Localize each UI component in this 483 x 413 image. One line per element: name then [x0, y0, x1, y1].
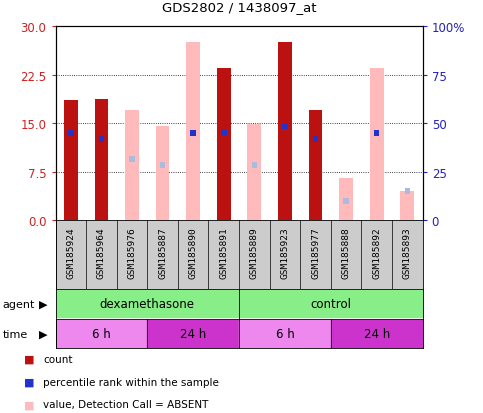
- Text: 24 h: 24 h: [180, 327, 206, 340]
- Text: GSM185888: GSM185888: [341, 226, 351, 278]
- Text: time: time: [2, 329, 28, 339]
- Bar: [160, 163, 165, 169]
- Text: ▶: ▶: [39, 299, 48, 309]
- Text: GSM185891: GSM185891: [219, 226, 228, 278]
- Text: GSM185890: GSM185890: [189, 226, 198, 278]
- Text: dexamethasone: dexamethasone: [100, 297, 195, 311]
- Text: GSM185964: GSM185964: [97, 226, 106, 278]
- Bar: [125, 111, 139, 221]
- Text: GSM185924: GSM185924: [66, 226, 75, 278]
- Bar: [156, 127, 170, 221]
- Bar: [129, 157, 135, 162]
- Bar: [278, 43, 292, 221]
- Text: ▶: ▶: [39, 329, 48, 339]
- Text: 24 h: 24 h: [364, 327, 390, 340]
- Text: GSM185887: GSM185887: [158, 226, 167, 278]
- Text: GSM185893: GSM185893: [403, 226, 412, 278]
- Text: ■: ■: [24, 399, 35, 409]
- Text: GSM185889: GSM185889: [250, 226, 259, 278]
- Bar: [313, 137, 318, 143]
- Text: GSM185977: GSM185977: [311, 226, 320, 278]
- Bar: [64, 101, 78, 221]
- Bar: [247, 125, 261, 221]
- Bar: [343, 199, 349, 204]
- Bar: [309, 111, 323, 221]
- Text: GSM185976: GSM185976: [128, 226, 137, 278]
- Bar: [400, 192, 414, 221]
- Text: ■: ■: [24, 377, 35, 387]
- Bar: [186, 43, 200, 221]
- Bar: [68, 131, 73, 137]
- Text: GSM185892: GSM185892: [372, 226, 381, 278]
- Text: value, Detection Call = ABSENT: value, Detection Call = ABSENT: [43, 399, 209, 409]
- Text: GDS2802 / 1438097_at: GDS2802 / 1438097_at: [162, 2, 316, 14]
- Bar: [252, 163, 257, 169]
- Text: count: count: [43, 354, 73, 364]
- Text: control: control: [311, 297, 351, 311]
- Bar: [95, 99, 108, 221]
- Bar: [339, 179, 353, 221]
- Bar: [190, 131, 196, 137]
- Text: percentile rank within the sample: percentile rank within the sample: [43, 377, 219, 387]
- Text: 6 h: 6 h: [276, 327, 294, 340]
- Bar: [221, 131, 227, 137]
- Bar: [217, 69, 231, 221]
- Text: ■: ■: [24, 354, 35, 364]
- Bar: [405, 189, 410, 195]
- Bar: [282, 124, 288, 130]
- Bar: [374, 131, 380, 137]
- Bar: [370, 69, 384, 221]
- Text: 6 h: 6 h: [92, 327, 111, 340]
- Text: GSM185923: GSM185923: [281, 226, 289, 278]
- Text: agent: agent: [2, 299, 35, 309]
- Bar: [99, 137, 104, 143]
